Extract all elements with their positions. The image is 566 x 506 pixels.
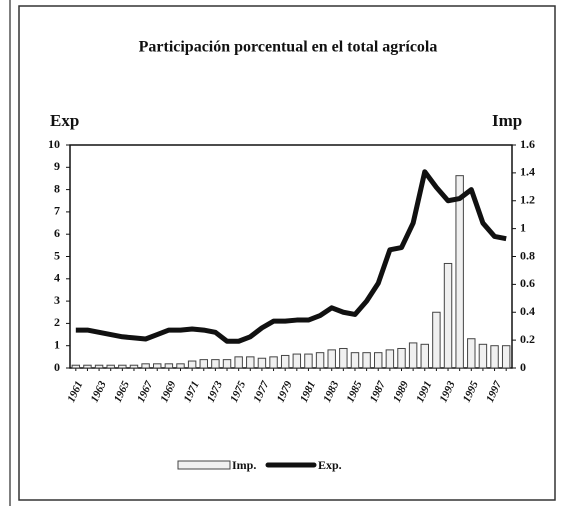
x-tick-label: 1993	[438, 379, 458, 404]
bar	[269, 356, 278, 369]
y2-tick-label: 0	[520, 360, 526, 374]
y2-tick-label: 0.8	[520, 248, 535, 262]
bar	[478, 343, 488, 369]
y-tick-label: 3	[54, 293, 60, 307]
bar	[222, 359, 232, 369]
bar	[234, 356, 243, 369]
bar	[339, 347, 348, 369]
y-tick-label: 0	[54, 360, 60, 374]
bar	[327, 349, 336, 369]
x-tick-label: 1979	[275, 379, 295, 404]
x-tick-label: 1985	[344, 379, 364, 404]
legend-label: Imp.	[232, 458, 256, 472]
legend-label: Exp.	[318, 458, 342, 472]
bar	[164, 363, 174, 369]
bar	[106, 364, 115, 369]
bar	[71, 364, 81, 369]
y-tick-label: 4	[54, 271, 60, 285]
bar	[141, 363, 150, 369]
y-tick-label: 9	[54, 159, 60, 173]
bar	[187, 360, 197, 369]
bar	[246, 356, 255, 369]
bar	[408, 342, 418, 369]
bar	[199, 359, 208, 369]
bar	[94, 364, 104, 369]
y-tick-label: 8	[54, 181, 60, 195]
bar	[280, 354, 290, 369]
bar	[292, 353, 302, 369]
bar	[129, 364, 139, 369]
x-tick-label: 1989	[391, 379, 411, 404]
y2-tick-label: 1	[520, 220, 526, 234]
chart-title: Participación porcentual en el total agr…	[139, 39, 438, 56]
x-tick-label: 1967	[135, 379, 155, 404]
x-tick-label: 1997	[484, 379, 504, 404]
x-tick-label: 1971	[182, 379, 202, 404]
legend-swatch	[177, 460, 231, 470]
y-tick-label: 2	[54, 315, 60, 329]
bar	[211, 359, 220, 369]
y2-tick-label: 1.4	[520, 165, 535, 179]
x-tick-label: 1991	[414, 379, 434, 404]
bar	[350, 352, 360, 369]
x-tick-label: 1987	[368, 379, 388, 404]
y2-tick-label: 0.4	[520, 304, 535, 318]
y2-tick-label: 1.6	[520, 137, 535, 151]
bar	[420, 343, 429, 369]
bar	[397, 347, 406, 369]
y2-tick-label: 0.6	[520, 276, 535, 290]
bar	[374, 352, 383, 369]
y-axis-label: Exp	[50, 111, 79, 130]
x-tick-label: 1975	[228, 379, 248, 404]
frame	[18, 5, 556, 501]
bar	[153, 363, 162, 369]
bar	[83, 364, 92, 369]
bar	[257, 357, 267, 369]
y-tick-label: 5	[54, 248, 60, 262]
bar	[490, 345, 499, 369]
y-tick-label: 6	[54, 226, 60, 240]
bar	[362, 352, 371, 369]
x-tick-label: 1961	[65, 379, 85, 404]
bar	[118, 364, 127, 369]
y2-axis-label: Imp	[492, 111, 522, 130]
x-tick-label: 1973	[205, 379, 225, 404]
y2-tick-label: 1.2	[520, 193, 535, 207]
line	[75, 169, 507, 344]
x-tick-label: 1977	[251, 379, 271, 404]
x-tick-label: 1969	[158, 379, 178, 404]
y-tick-label: 10	[48, 137, 60, 151]
bar	[304, 353, 313, 369]
bar	[443, 262, 453, 369]
x-tick-label: 1981	[298, 379, 318, 404]
y-tick-label: 7	[54, 204, 60, 218]
x-tick-label: 1963	[89, 379, 109, 404]
bar	[315, 352, 325, 369]
x-tick-label: 1995	[461, 379, 481, 404]
bar	[176, 363, 185, 369]
x-tick-label: 1983	[321, 379, 341, 404]
bar	[467, 338, 476, 369]
bar	[385, 349, 395, 369]
x-tick-label: 1965	[112, 379, 132, 404]
bar	[501, 345, 511, 369]
y-tick-label: 1	[54, 337, 60, 351]
bar	[455, 175, 464, 369]
y2-tick-label: 0.2	[520, 332, 535, 346]
bar	[432, 311, 441, 369]
